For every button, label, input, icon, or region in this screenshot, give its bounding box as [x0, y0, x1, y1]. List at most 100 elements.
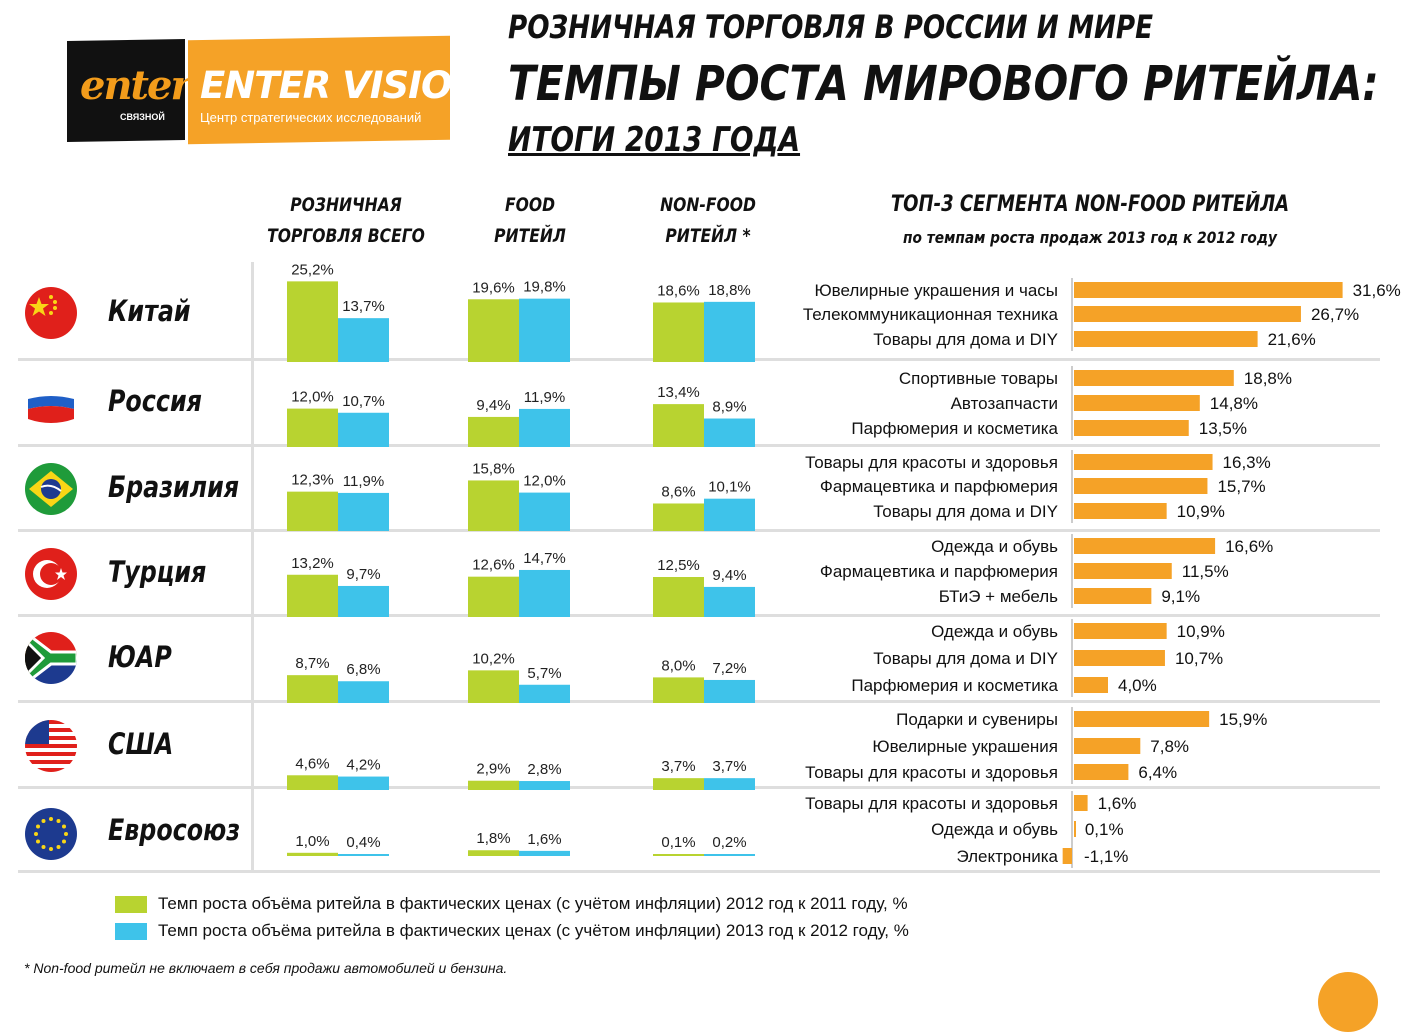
bar-turkey-food-2013 — [519, 569, 570, 617]
bar-label-turkey-total-2013: 9,7% — [346, 566, 380, 583]
segment-name-china-0: Ювелирные украшения и часы — [814, 281, 1058, 300]
segment-name-brazil-0: Товары для красоты и здоровья — [805, 453, 1058, 472]
segment-name-eu-0: Товары для красоты и здоровья — [805, 794, 1058, 813]
segment-bar-turkey-2 — [1074, 588, 1152, 604]
country-name-china: Китай — [108, 294, 191, 328]
segment-value-eu-2: -1,1% — [1084, 847, 1128, 866]
title-line-2: ТЕМПЫ РОСТА МИРОВОГО РИТЕЙЛА: — [508, 56, 1379, 112]
bar-russia-nonfood-2013 — [704, 418, 755, 447]
bar-label-southafrica-total-2012: 8,7% — [295, 655, 329, 672]
segment-value-turkey-0: 16,6% — [1225, 537, 1273, 556]
footnote: * Non-food ритейл не включает в себя про… — [24, 960, 508, 976]
bar-southafrica-total-2012 — [287, 675, 338, 703]
segment-value-southafrica-1: 10,7% — [1175, 649, 1223, 668]
segment-name-southafrica-1: Товары для дома и DIY — [873, 649, 1058, 668]
segment-name-brazil-1: Фармацевтика и парфюмерия — [820, 477, 1058, 496]
segment-name-brazil-2: Товары для дома и DIY — [873, 502, 1058, 521]
column-divider — [251, 262, 254, 872]
segment-value-russia-0: 18,8% — [1244, 369, 1292, 388]
header-food-line2: РИТЕЙЛ — [494, 225, 566, 247]
segment-bar-usa-1 — [1074, 738, 1141, 754]
bar-label-brazil-food-2012: 15,8% — [472, 460, 515, 477]
segment-name-southafrica-0: Одежда и обувь — [931, 622, 1058, 641]
header-retail-total-line2: ТОРГОВЛЯ ВСЕГО — [267, 225, 425, 247]
usa-flag-icon — [25, 720, 77, 772]
segment-value-southafrica-0: 10,9% — [1177, 622, 1225, 641]
bar-label-usa-total-2012: 4,6% — [295, 755, 329, 772]
bar-russia-total-2013 — [338, 412, 389, 447]
segment-value-china-1: 26,7% — [1311, 305, 1359, 324]
bar-label-usa-food-2013: 2,8% — [527, 761, 561, 778]
segment-name-eu-1: Одежда и обувь — [931, 820, 1058, 839]
segment-name-usa-2: Товары для красоты и здоровья — [805, 763, 1058, 782]
segment-bar-southafrica-1 — [1074, 650, 1165, 666]
segment-name-usa-1: Ювелирные украшения — [872, 737, 1058, 756]
bar-brazil-food-2013 — [519, 492, 570, 531]
bar-label-southafrica-nonfood-2012: 8,0% — [661, 657, 695, 674]
bar-label-eu-nonfood-2012: 0,1% — [661, 834, 695, 851]
segment-value-brazil-2: 10,9% — [1177, 502, 1225, 521]
segment-value-china-2: 21,6% — [1268, 330, 1316, 349]
bar-china-total-2012 — [287, 281, 338, 362]
brazil-flag-icon — [25, 463, 77, 515]
segment-value-usa-2: 6,4% — [1138, 763, 1177, 782]
segment-value-southafrica-2: 4,0% — [1118, 676, 1157, 695]
bar-label-china-nonfood-2013: 18,8% — [708, 282, 751, 299]
segment-name-china-2: Товары для дома и DIY — [873, 330, 1058, 349]
bar-turkey-nonfood-2012 — [653, 577, 704, 617]
header-retail-total-line1: РОЗНИЧНАЯ — [290, 194, 402, 216]
segment-bar-usa-0 — [1074, 711, 1210, 727]
segment-value-turkey-2: 9,1% — [1161, 587, 1200, 606]
bar-label-usa-nonfood-2013: 3,7% — [712, 758, 746, 775]
legend-swatch-green — [115, 896, 147, 913]
turkey-flag-icon — [25, 548, 77, 600]
bar-china-food-2012 — [468, 299, 519, 362]
bar-china-total-2013 — [338, 318, 389, 362]
bar-label-brazil-nonfood-2013: 10,1% — [708, 479, 751, 496]
segment-name-russia-2: Парфюмерия и косметика — [851, 419, 1058, 438]
bar-usa-food-2013 — [519, 781, 570, 790]
segment-value-usa-0: 15,9% — [1219, 710, 1267, 729]
segment-value-russia-1: 14,8% — [1210, 394, 1258, 413]
segment-value-brazil-1: 15,7% — [1217, 477, 1265, 496]
bar-brazil-total-2013 — [338, 492, 389, 531]
bar-label-usa-nonfood-2012: 3,7% — [661, 758, 695, 775]
bar-label-turkey-nonfood-2013: 9,4% — [712, 567, 746, 584]
segment-bar-usa-2 — [1074, 764, 1129, 780]
segment-value-usa-1: 7,8% — [1150, 737, 1189, 756]
header-nonfood: NON-FOOD РИТЕЙЛ * — [626, 190, 790, 252]
legend-text-green: Темп роста объёма ритейла в фактических … — [158, 894, 908, 913]
title-line-3: ИТОГИ 2013 ГОДА — [508, 120, 801, 160]
segment-bar-turkey-1 — [1074, 563, 1172, 579]
bar-eu-food-2013 — [519, 850, 570, 856]
segment-name-usa-0: Подарки и сувениры — [896, 710, 1058, 729]
bar-label-turkey-food-2013: 14,7% — [523, 550, 566, 567]
bar-label-brazil-food-2013: 12,0% — [523, 473, 566, 490]
bar-label-brazil-total-2012: 12,3% — [291, 472, 334, 489]
segment-name-russia-1: Автозапчасти — [951, 394, 1058, 413]
bar-china-nonfood-2013 — [704, 301, 755, 362]
segment-name-turkey-2: БТиЭ + мебель — [939, 587, 1058, 606]
bar-label-turkey-nonfood-2012: 12,5% — [657, 557, 700, 574]
bar-russia-food-2012 — [468, 416, 519, 447]
row-divider — [18, 870, 1380, 873]
bar-usa-food-2012 — [468, 780, 519, 790]
bar-label-turkey-food-2012: 12,6% — [472, 557, 515, 574]
segment-bar-brazil-0 — [1074, 454, 1213, 470]
chart-surface: 25,2% 13,7% 19,6% 19,8% 18,6% 18,8% Ювелирные … — [287, 261, 1401, 868]
bar-russia-nonfood-2012 — [653, 404, 704, 447]
bar-label-china-food-2012: 19,6% — [472, 279, 515, 296]
segment-bar-brazil-1 — [1074, 478, 1208, 494]
bar-turkey-food-2012 — [468, 576, 519, 617]
bar-eu-food-2012 — [468, 850, 519, 856]
corner-decoration — [1318, 972, 1378, 1032]
header-food: FOOD РИТЕЙЛ — [448, 190, 612, 252]
bar-eu-total-2013 — [338, 854, 389, 856]
segment-bar-china-0 — [1074, 282, 1343, 298]
bar-label-eu-food-2012: 1,8% — [476, 830, 510, 847]
segment-bar-eu-1 — [1074, 821, 1076, 837]
logo-brand-name: ENTER VISION — [200, 64, 482, 107]
bar-eu-nonfood-2013 — [704, 854, 755, 856]
bar-label-southafrica-nonfood-2013: 7,2% — [712, 660, 746, 677]
country-name-turkey: Турция — [108, 555, 207, 589]
